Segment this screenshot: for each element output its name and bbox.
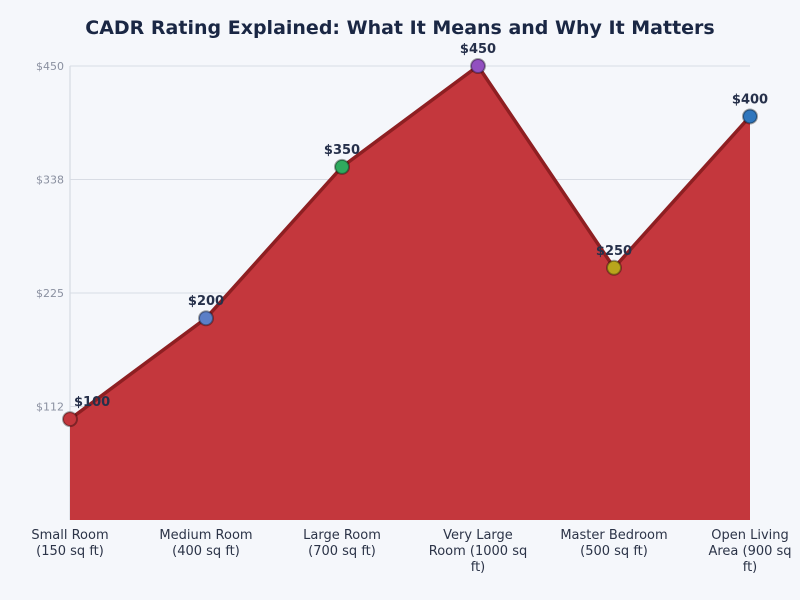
x-tick-label: Open Living Area (900 sq ft) — [708, 528, 791, 575]
x-tick-label: Master Bedroom (500 sq ft) — [560, 528, 667, 559]
data-label: $450 — [460, 42, 496, 57]
chart-title: CADR Rating Explained: What It Means and… — [85, 17, 714, 39]
data-label: $100 — [74, 395, 110, 410]
data-point — [470, 58, 486, 74]
data-point — [62, 411, 78, 428]
y-tick-label: $225 — [36, 287, 64, 300]
series-line — [68, 64, 752, 421]
data-point — [742, 108, 758, 125]
y-tick-label: $450 — [36, 60, 64, 73]
y-tick-label: $338 — [36, 174, 64, 187]
data-point — [606, 259, 622, 276]
x-tick-label: Small Room (150 sq ft) — [31, 528, 108, 559]
data-label: $350 — [324, 143, 360, 158]
x-tick-label: Large Room (700 sq ft) — [303, 528, 381, 559]
x-tick-label: Very Large Room (1000 sq ft) — [429, 528, 527, 575]
area-fill — [70, 66, 750, 520]
data-label: $250 — [596, 244, 632, 259]
data-point — [334, 158, 350, 175]
x-tick-label: Medium Room (400 sq ft) — [159, 528, 252, 559]
data-point — [198, 310, 214, 327]
data-label: $400 — [732, 92, 768, 107]
y-tick-label: $112 — [36, 401, 64, 414]
data-label: $200 — [188, 294, 224, 309]
